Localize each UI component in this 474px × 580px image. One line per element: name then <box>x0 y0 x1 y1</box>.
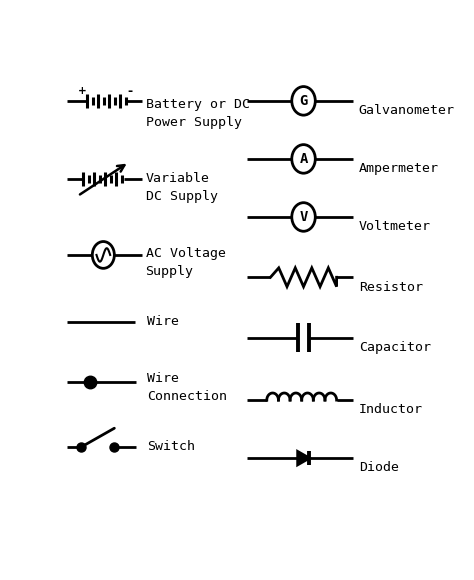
Text: +: + <box>78 86 86 96</box>
Text: Diode: Diode <box>359 461 399 474</box>
Text: Switch: Switch <box>147 440 195 452</box>
Text: Variable
DC Supply: Variable DC Supply <box>146 172 218 202</box>
Text: A: A <box>300 152 308 166</box>
Text: Battery or DC
Power Supply: Battery or DC Power Supply <box>146 98 250 129</box>
Text: Voltmeter: Voltmeter <box>359 220 431 233</box>
Text: Wire
Connection: Wire Connection <box>147 372 228 403</box>
Text: G: G <box>300 94 308 108</box>
Text: Capacitor: Capacitor <box>359 341 431 354</box>
Text: AC Voltage
Supply: AC Voltage Supply <box>146 248 226 278</box>
Text: Galvanometer: Galvanometer <box>359 104 455 117</box>
Circle shape <box>292 144 315 173</box>
Text: Ampermeter: Ampermeter <box>359 162 438 175</box>
Text: Inductor: Inductor <box>359 404 423 416</box>
Circle shape <box>92 241 114 269</box>
Text: Wire: Wire <box>147 314 180 328</box>
Text: -: - <box>128 85 133 97</box>
Polygon shape <box>298 451 310 465</box>
Text: Resistor: Resistor <box>359 281 423 293</box>
Circle shape <box>292 86 315 115</box>
Text: V: V <box>300 210 308 224</box>
Circle shape <box>292 202 315 231</box>
